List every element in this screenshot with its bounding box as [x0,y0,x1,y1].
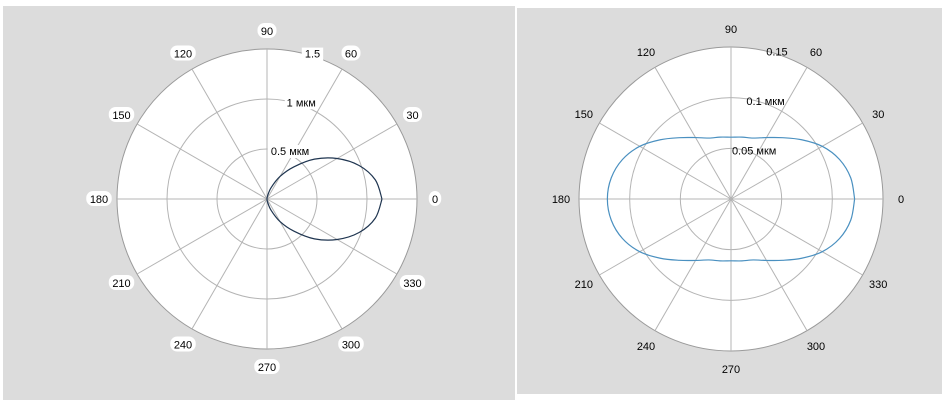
angle-tick-label: 210 [112,278,130,290]
spoke-line [654,67,732,200]
radial-tick-label: 0.15 [766,47,787,59]
angle-tick-label: 90 [725,24,737,36]
angle-label-bg [170,336,196,352]
angle-tick-label: 60 [345,49,357,61]
angle-tick-label: 300 [342,339,360,351]
angle-tick-label: 0 [432,194,438,206]
angle-tick-label: 240 [637,341,655,353]
radial-tick-label: 1.5 [305,49,320,61]
spoke-line [191,68,268,200]
spoke-line [730,122,863,200]
radial-tick-label: 0.1 мкм [746,96,784,108]
angle-tick-label: 270 [258,362,276,374]
angle-tick-label: 120 [174,49,192,61]
angle-tick-label: 30 [872,109,884,121]
polar-chart-1: 0 30 60 90 120 150 180 210 240 270 300 330 0.5 мкм 1 … [86,23,442,374]
series-curve [266,157,383,241]
spoke-line [730,198,808,331]
radial-tick-label: 0.5 мкм [271,146,309,158]
angle-tick-label: 0 [898,194,904,206]
angle-tick-label: 240 [174,339,192,351]
spoke-line [191,198,268,330]
spoke-line [136,198,268,275]
spoke-line [654,198,732,331]
polar-chart-2: 0 30 60 90 120 150 180 210 240 270 300 330 0.05 мкм 0… [552,24,904,376]
angle-tick-label: 90 [261,26,273,38]
angle-tick-label: 150 [112,110,130,122]
angle-tick-label: 60 [810,47,822,59]
radial-label-bg [301,47,324,61]
radial-tick-label: 1 мкм [287,97,316,109]
angle-label-bg [402,107,422,122]
angle-label-bg [86,191,112,206]
angle-tick-label: 270 [722,364,740,376]
spoke-line [266,123,398,200]
spoke-line [599,122,732,200]
angle-tick-label: 30 [406,110,418,122]
angle-label-bg [108,107,135,122]
series-curve [606,136,856,262]
angle-label-bg [428,191,442,206]
angle-label-bg [108,275,135,290]
angle-label-bg [257,23,277,38]
spoke-line [730,67,808,200]
angle-label-bg [254,359,280,374]
angle-label-bg [338,336,364,352]
spoke-line [136,123,268,200]
angle-label-bg [399,275,426,290]
angle-tick-label: 180 [552,194,570,206]
spoke-line [730,198,863,276]
angle-label-bg [341,45,361,61]
angle-tick-label: 180 [90,194,108,206]
spoke-line [599,198,732,276]
angle-tick-label: 210 [575,279,593,291]
angle-tick-label: 330 [869,279,887,291]
angle-tick-label: 330 [403,278,421,290]
radial-tick-label: 0.05 мкм [732,145,776,157]
radial-label-bg [284,96,318,110]
angle-tick-label: 150 [575,109,593,121]
radial-label-bg [267,145,313,159]
angle-tick-label: 120 [637,47,655,59]
spoke-line [266,198,398,275]
angle-label-bg [170,45,196,61]
angle-tick-label: 300 [807,341,825,353]
